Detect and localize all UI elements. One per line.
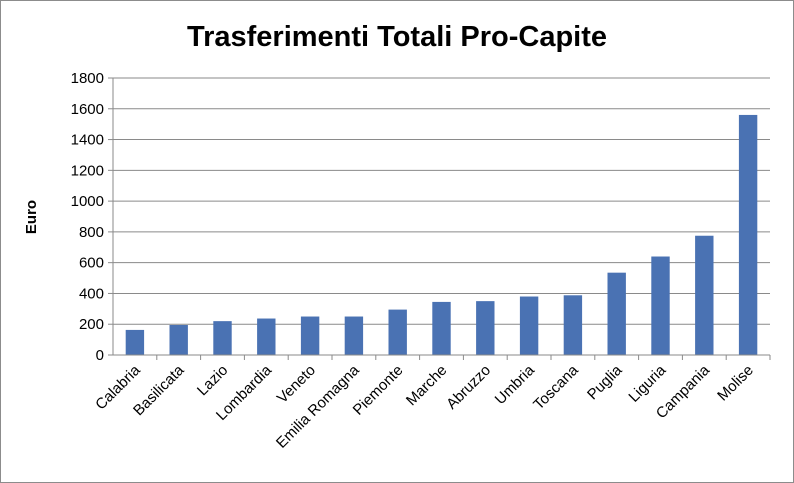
bar (169, 324, 188, 355)
bar (476, 301, 495, 355)
x-tick-label: Lazio (194, 362, 231, 399)
y-tick-label: 1200 (71, 162, 104, 179)
y-tick-label: 200 (79, 316, 104, 333)
y-axis-label: Euro (23, 200, 40, 234)
bar (563, 295, 583, 355)
bar (344, 316, 364, 355)
bar (738, 114, 758, 355)
x-tick-label: Toscana (530, 361, 582, 413)
y-tick-label: 1800 (71, 70, 104, 87)
axes (108, 77, 771, 360)
bar (213, 321, 232, 355)
x-tick-label: Molise (714, 362, 757, 405)
bar (519, 296, 539, 355)
bars (125, 114, 758, 355)
y-tick-label: 800 (79, 224, 104, 241)
y-tick-label: 1400 (71, 132, 104, 149)
bar (432, 301, 451, 355)
bar (125, 329, 145, 355)
bar (607, 272, 626, 355)
y-tick-label: 1600 (71, 101, 104, 118)
y-tick-label: 600 (79, 255, 104, 272)
gridlines (113, 77, 770, 325)
bar (388, 309, 407, 355)
y-tick-label: 0 (96, 347, 104, 364)
bar (651, 256, 670, 355)
bar (300, 316, 320, 355)
bar (257, 318, 276, 355)
x-tick-label: Puglia (584, 361, 626, 403)
y-tick-label: 400 (79, 285, 104, 302)
bar (695, 235, 714, 355)
x-tick-label: Abruzzo (443, 362, 494, 413)
chart-title: Trasferimenti Totali Pro-Capite (187, 21, 607, 53)
y-tick-label: 1000 (71, 193, 104, 210)
y-tick-labels: 0 200 400 600 800 1000 1200 1400 1600 1800 (71, 70, 104, 364)
